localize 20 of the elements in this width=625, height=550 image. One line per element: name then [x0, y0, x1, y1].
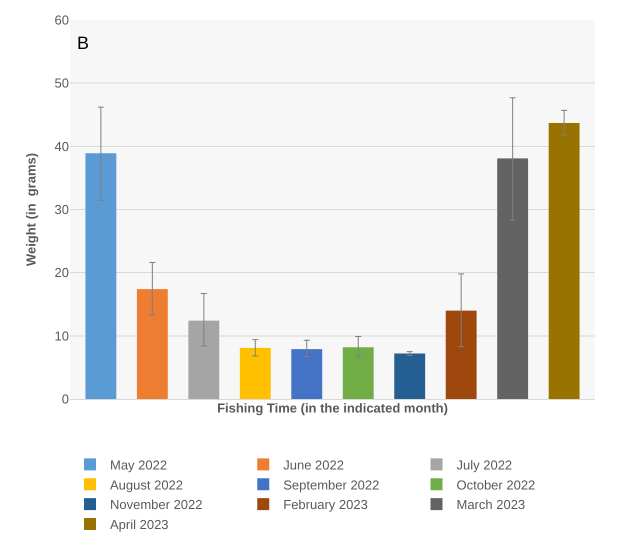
y-tick-label: 0: [62, 392, 69, 407]
legend-label: April 2023: [110, 517, 169, 532]
y-tick-label: 10: [54, 328, 69, 344]
legend-label: September 2022: [283, 477, 380, 492]
legend-label: March 2023: [456, 497, 526, 512]
y-tick-label: 20: [54, 265, 69, 280]
legend-label: August 2022: [110, 477, 184, 492]
legend-label: November 2022: [110, 497, 202, 512]
legend-label: February 2023: [283, 497, 368, 512]
annotation: B: [77, 33, 90, 53]
legend-label: October 2022: [456, 477, 536, 492]
legend-label: July 2022: [456, 457, 512, 472]
y-tick-label: 40: [54, 138, 69, 154]
y-tick-label: 60: [54, 12, 69, 28]
legend-label: May 2022: [110, 457, 168, 472]
x-axis-title: Fishing Time (in the indicated month): [217, 400, 448, 416]
y-tick-label: 50: [54, 76, 69, 91]
legend-label: June 2022: [283, 457, 344, 472]
y-tick-label: 30: [54, 202, 69, 218]
y-axis-title: Weight (in grams): [23, 152, 38, 266]
